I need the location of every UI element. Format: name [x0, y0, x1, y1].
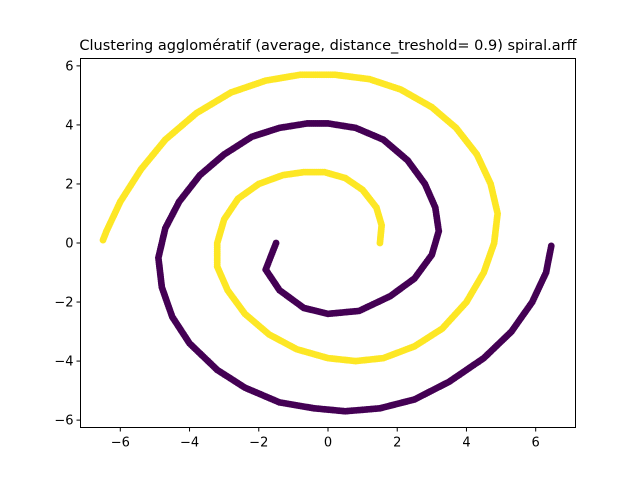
y-tick-label: −4	[54, 355, 73, 370]
x-axis: −6 −4 −2 0 2 4 6	[111, 427, 540, 451]
axes-frame	[80, 58, 576, 428]
y-tick-label: 4	[65, 118, 73, 133]
y-tick-label: −6	[54, 414, 73, 429]
x-tick-label: 2	[393, 436, 401, 451]
x-tick-label: 0	[324, 436, 332, 451]
x-tick-label: −2	[249, 436, 268, 451]
plot-area	[99, 71, 555, 415]
chart-title: Clustering agglomératif (average, distan…	[79, 38, 577, 54]
y-tick-label: 6	[65, 59, 73, 74]
x-tick-label: 6	[532, 436, 540, 451]
x-tick-label: −6	[111, 436, 130, 451]
x-tick-label: −4	[180, 436, 199, 451]
x-tick-label: 4	[462, 436, 470, 451]
data-point-cluster-0	[547, 242, 555, 250]
y-tick-label: 0	[65, 237, 73, 252]
y-axis: −6 −4 −2 0 2 4 6	[54, 59, 81, 429]
y-tick-label: −2	[54, 296, 73, 311]
y-tick-label: 2	[65, 177, 73, 192]
data-point-cluster-1	[99, 236, 107, 244]
